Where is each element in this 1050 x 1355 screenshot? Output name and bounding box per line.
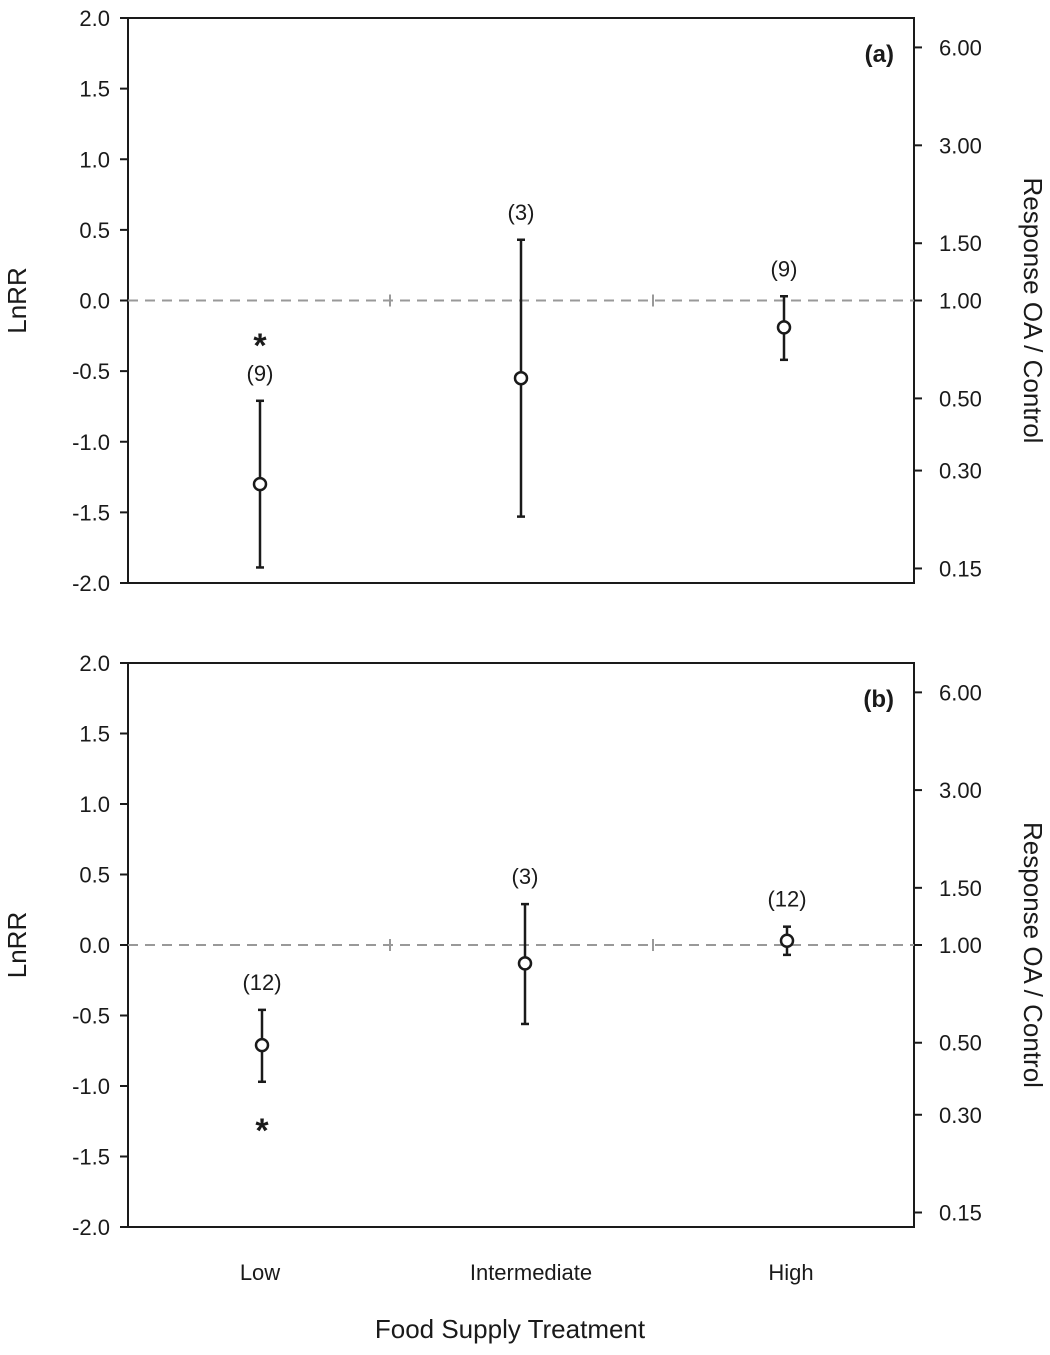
panel-b-right-tick-label: 6.00 <box>939 680 982 705</box>
panel-b-right-tick-label: 3.00 <box>939 778 982 803</box>
panel-b-significance-star: * <box>255 1112 269 1150</box>
panel-b-right-tick-label: 0.15 <box>939 1200 982 1225</box>
panel-b-y-tick-label: 0.0 <box>79 933 110 958</box>
panel-a-y-tick-label: -1.5 <box>72 500 110 525</box>
panel-a-y-tick-label: 0.5 <box>79 218 110 243</box>
x-axis-title: Food Supply Treatment <box>375 1314 646 1344</box>
panel-b-right-tick-label: 0.50 <box>939 1031 982 1056</box>
panel-a-right-tick-label: 0.50 <box>939 386 982 411</box>
panel-b-data-point <box>517 956 533 971</box>
panel-b-right-tick-label: 1.50 <box>939 876 982 901</box>
panel-a-significance-star: * <box>253 327 267 365</box>
panel-a-sample-size-label: (9) <box>247 361 274 386</box>
panel-a-sample-size-label: (9) <box>771 256 798 281</box>
panel-a-sample-size-label: (3) <box>508 200 535 225</box>
panel-a-right-tick-label: 1.50 <box>939 231 982 256</box>
category-label: Intermediate <box>470 1260 592 1285</box>
panel-a-label: (a) <box>865 41 894 68</box>
panel-a-y-tick-label: -1.0 <box>72 430 110 455</box>
panel-b-y-tick-label: 0.5 <box>79 863 110 888</box>
category-label: High <box>768 1260 813 1285</box>
panel-a-y-tick-label: 0.0 <box>79 289 110 314</box>
panel-b-label: (b) <box>863 686 894 713</box>
panel-b-right-tick-label: 1.00 <box>939 933 982 958</box>
panel-b-right-tick-label: 0.30 <box>939 1103 982 1128</box>
panel-b-data-point <box>779 933 795 949</box>
panel-b-sample-size-label: (12) <box>242 970 281 995</box>
panel-a-right-tick-label: 3.00 <box>939 133 982 158</box>
panel-a-y-axis-title: LnRR <box>2 267 32 333</box>
panel-a-y-tick-label: -2.0 <box>72 571 110 596</box>
panel-b-y-tick-label: 1.0 <box>79 792 110 817</box>
category-label: Low <box>240 1260 280 1285</box>
panel-b-y-tick-label: -1.0 <box>72 1074 110 1099</box>
panel-a-right-tick-label: 0.30 <box>939 459 982 484</box>
panel-b-data-point <box>254 1037 270 1053</box>
panel-a-data-point <box>513 370 529 386</box>
panel-a-right-tick-label: 6.00 <box>939 35 982 60</box>
panel-a-data-point <box>776 320 792 335</box>
panel-a-y-tick-label: 1.0 <box>79 147 110 172</box>
panel-a-y-tick-label: 1.5 <box>79 77 110 102</box>
panel-a-right-tick-label: 0.15 <box>939 556 982 581</box>
panel-b-y-axis-title: LnRR <box>2 912 32 978</box>
panel-b-y-tick-label: 1.5 <box>79 722 110 747</box>
panel-a-right-tick-label: 1.00 <box>939 289 982 314</box>
panel-b-sample-size-label: (3) <box>512 864 539 889</box>
panel-b-y-tick-label: -2.0 <box>72 1215 110 1240</box>
panel-a-right-axis-title: Response OA / Control <box>1018 178 1048 444</box>
panel-a-y-tick-label: 2.0 <box>79 6 110 31</box>
panel-b-y-tick-label: -1.5 <box>72 1145 110 1170</box>
panel-b-y-tick-label: -0.5 <box>72 1004 110 1029</box>
panel-a-y-tick-label: -0.5 <box>72 359 110 384</box>
panel-b-right-axis-title: Response OA / Control <box>1018 822 1048 1088</box>
panel-a-data-point <box>252 476 268 492</box>
panel-b-y-tick-label: 2.0 <box>79 651 110 676</box>
panel-b-sample-size-label: (12) <box>767 887 806 912</box>
